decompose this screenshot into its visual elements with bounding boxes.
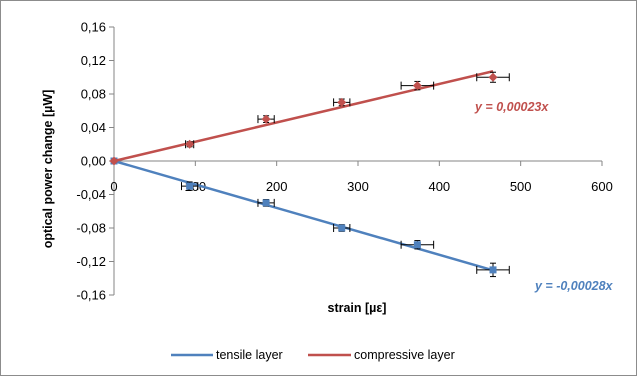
legend-label-tensile: tensile layer [216, 348, 283, 362]
y-tick-label: -0,08 [76, 221, 106, 236]
legend-label-compressive: compressive layer [354, 348, 455, 362]
data-point-compressive [488, 72, 498, 82]
plot-area: 0,16 0,12 0,08 0,04 0,00 -0,04 -0,08 -0,12 -0,16… [76, 20, 612, 303]
data-point-tensile [186, 182, 194, 190]
trendline-compressive [113, 70, 494, 163]
x-tick-label: 600 [591, 179, 613, 194]
y-tick-label: 0,12 [81, 53, 106, 68]
y-tick-label: -0,12 [76, 254, 106, 269]
trendline-equation-compressive: y = 0,00023x [474, 100, 549, 114]
trendline-tensile [113, 159, 494, 272]
y-tick-label: 0,00 [81, 154, 106, 169]
x-tick-label: 400 [428, 179, 450, 194]
trendline-equation-tensile: y = -0,00028x [534, 279, 614, 293]
data-point-tensile [262, 199, 270, 207]
data-point-compressive [109, 156, 119, 166]
y-tick-label: 0,04 [81, 120, 106, 135]
y-axis-title: optical power change [µW] [41, 90, 55, 249]
x-tick-label: 500 [510, 179, 532, 194]
y-tick-label: 0,08 [81, 87, 106, 102]
y-tick-label: -0,04 [76, 187, 106, 202]
x-tick-label: 200 [266, 179, 288, 194]
x-tick-label: 300 [347, 179, 369, 194]
data-point-compressive [337, 97, 347, 107]
data-point-compressive [185, 139, 195, 149]
y-tick-label: 0,16 [81, 20, 106, 35]
data-point-compressive [412, 81, 422, 91]
legend: tensile layer compressive layer [171, 348, 455, 362]
data-point-tensile [338, 224, 346, 232]
data-point-compressive [261, 114, 271, 124]
y-tick-label: -0,16 [76, 288, 106, 303]
data-point-tensile [413, 241, 421, 249]
x-axis-title: strain [µε] [328, 301, 387, 315]
data-point-tensile [489, 266, 497, 274]
x-tick-label: 0 [110, 179, 117, 194]
